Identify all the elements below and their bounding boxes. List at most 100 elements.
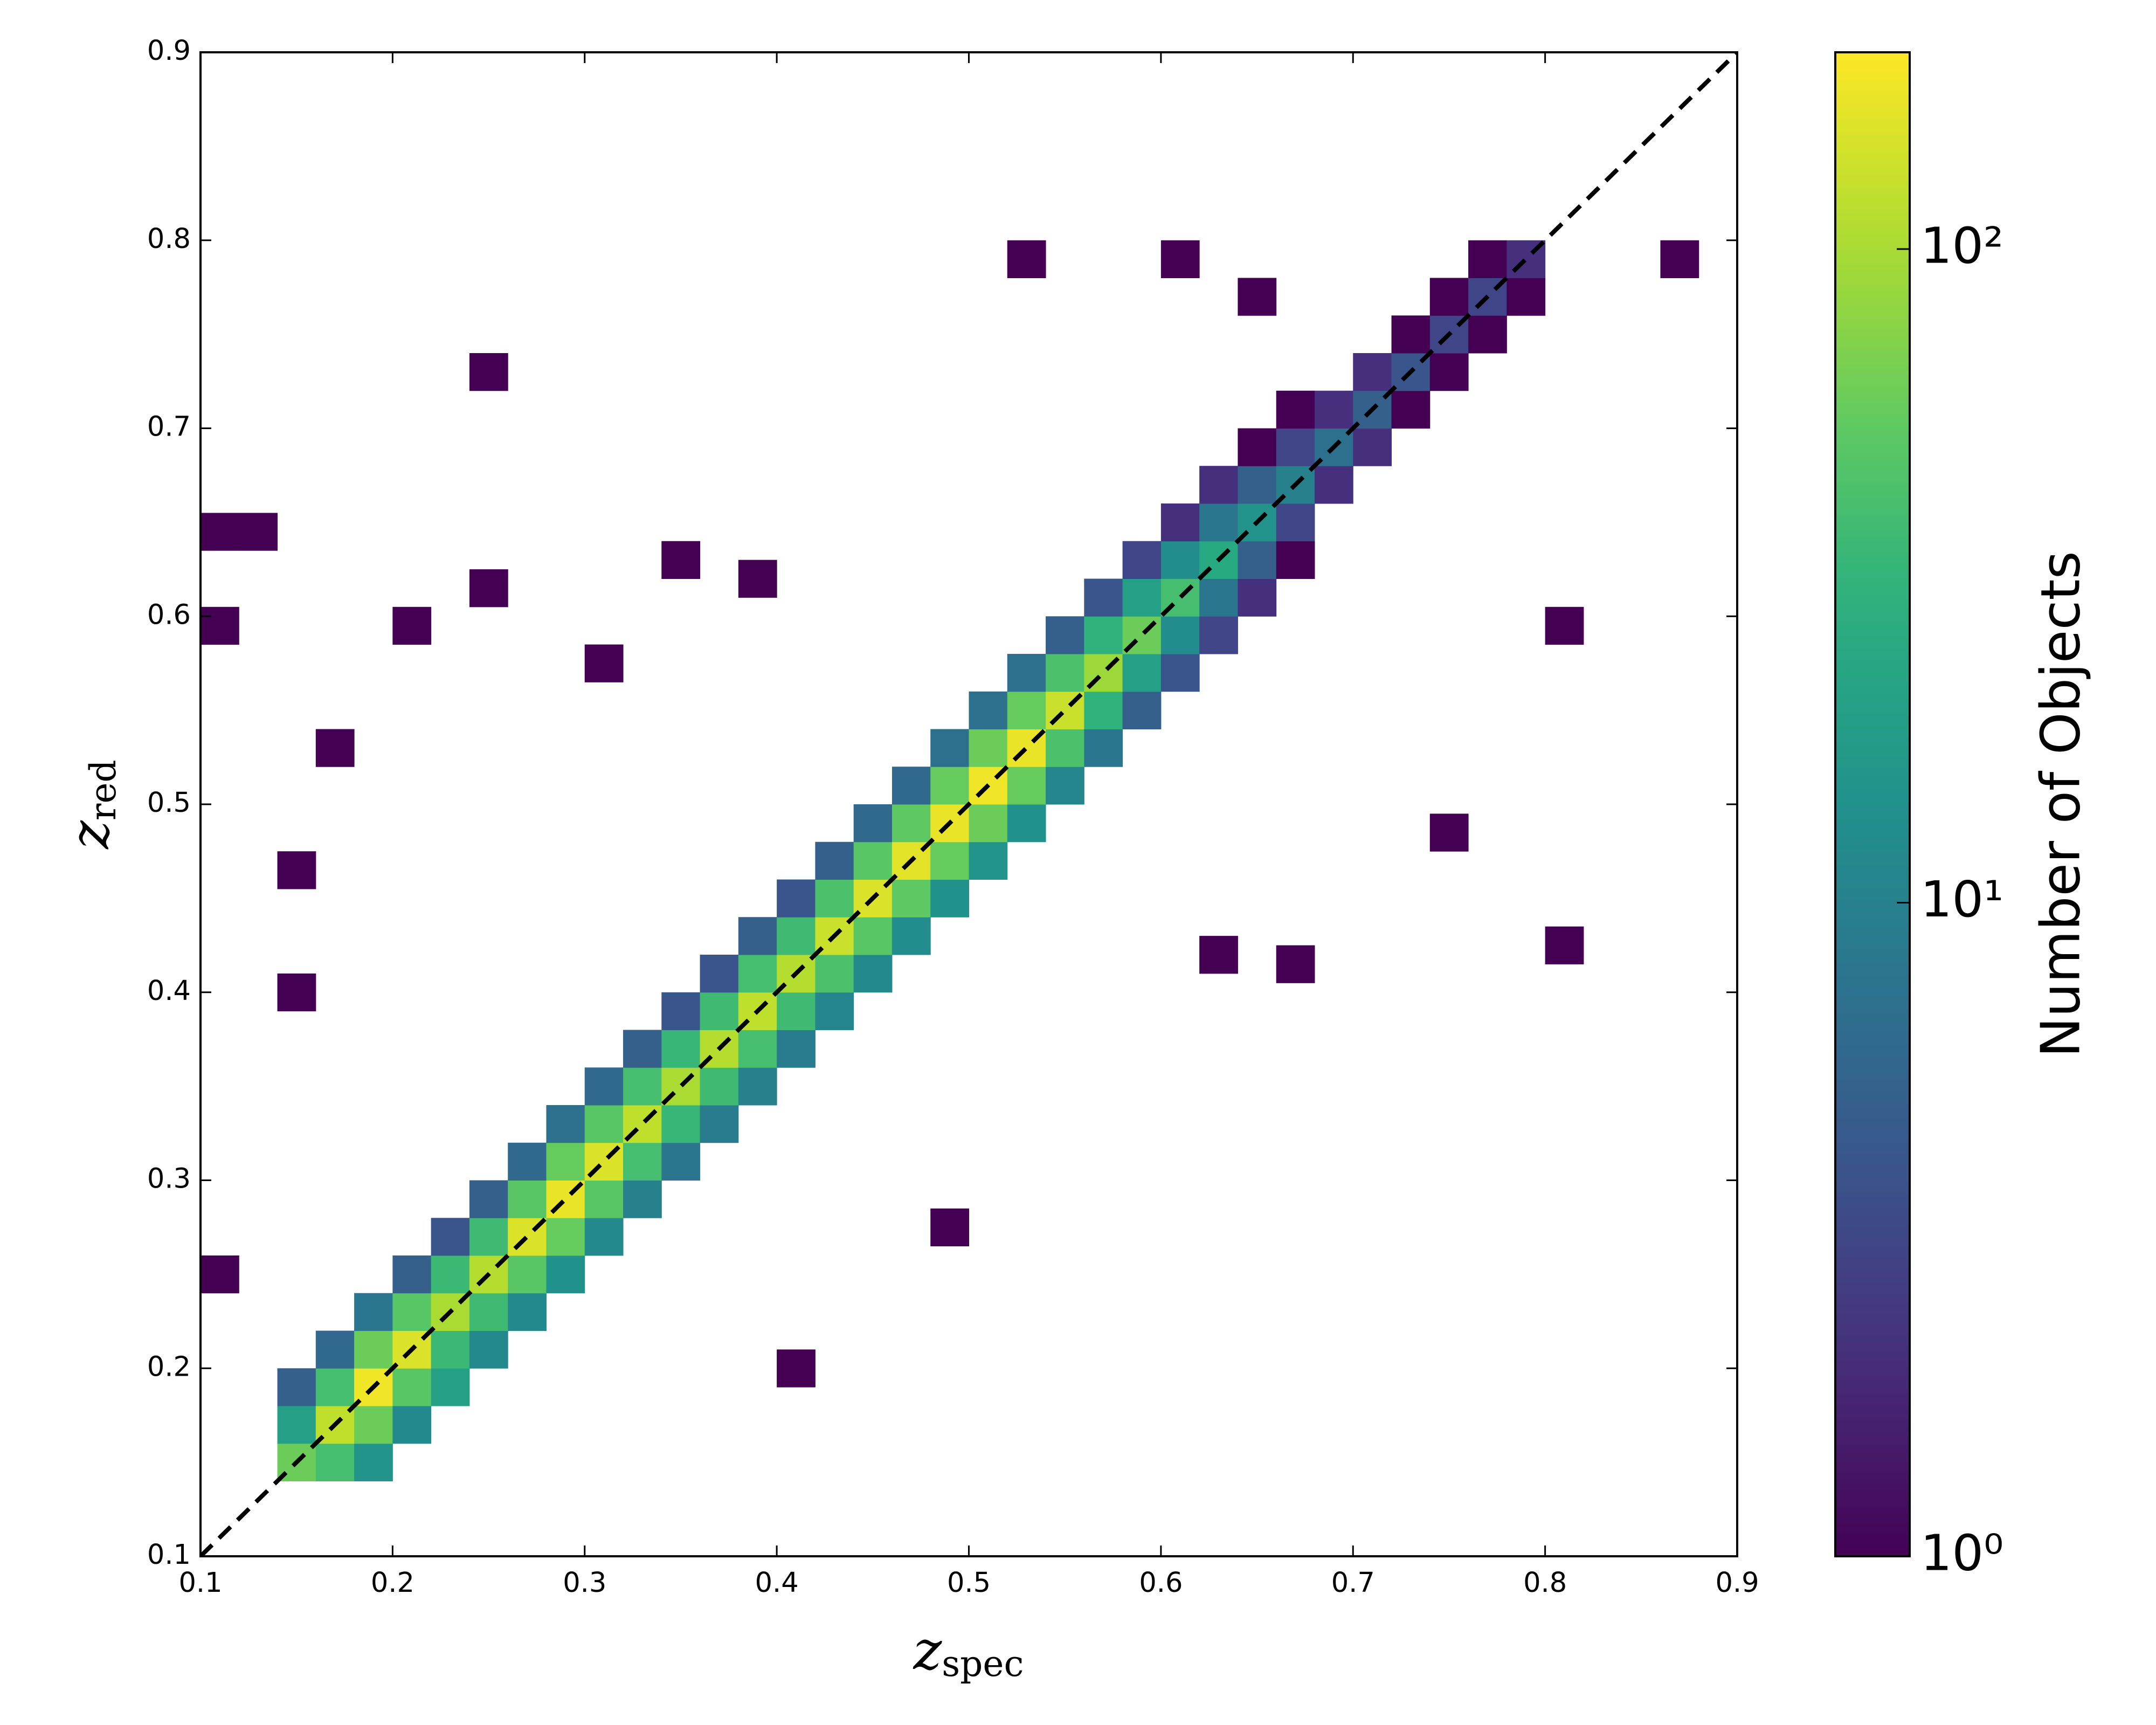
hist-cell bbox=[892, 917, 931, 955]
hist-cell bbox=[546, 1255, 585, 1294]
hist-cell bbox=[930, 729, 969, 767]
x-tick-label: 0.7 bbox=[1331, 1567, 1375, 1599]
hist-cell bbox=[1160, 541, 1200, 579]
hist-cell bbox=[1391, 390, 1431, 429]
hist-cell bbox=[315, 729, 355, 767]
hist-cell bbox=[1353, 428, 1392, 466]
hist-cell bbox=[508, 1255, 547, 1294]
hist-cell bbox=[1160, 654, 1200, 692]
y-label-main: z bbox=[58, 820, 121, 850]
hist-cell bbox=[1160, 503, 1200, 542]
hist-cell bbox=[315, 1443, 355, 1481]
hist-cell bbox=[508, 1180, 547, 1218]
y-tick-label: 0.3 bbox=[147, 1163, 191, 1195]
hist-cell bbox=[738, 917, 777, 955]
hist-cell bbox=[354, 1443, 393, 1481]
hist-cell bbox=[661, 992, 701, 1030]
hist-cell bbox=[700, 1067, 739, 1106]
hist-cell bbox=[1122, 578, 1162, 617]
hist-cell bbox=[623, 1030, 662, 1068]
hist-cell bbox=[1007, 691, 1046, 729]
hist-cell bbox=[1084, 578, 1123, 617]
hist-cell bbox=[469, 1218, 508, 1256]
hist-cell bbox=[431, 1218, 470, 1256]
hist-cell bbox=[853, 841, 893, 880]
colorbar-tick-label: 10² bbox=[1920, 217, 2003, 274]
hist-cell bbox=[201, 1255, 239, 1294]
hist-cell bbox=[969, 729, 1008, 767]
hist-cell bbox=[853, 917, 893, 955]
hist-cell bbox=[969, 804, 1008, 843]
hist-cell bbox=[930, 1208, 969, 1247]
x-tick-label: 0.8 bbox=[1523, 1567, 1567, 1599]
y-tick-label: 0.2 bbox=[147, 1351, 191, 1383]
hist-cell bbox=[1545, 606, 1584, 645]
hist-cell bbox=[815, 841, 854, 880]
hist-cell bbox=[1314, 390, 1353, 429]
identity-line bbox=[201, 52, 1737, 1556]
hist-cell bbox=[392, 1293, 432, 1331]
hist-cell bbox=[277, 1406, 316, 1444]
colorbar-label: Number of Objects bbox=[2029, 551, 2092, 1057]
hist-cell bbox=[392, 1255, 432, 1294]
hist-cell bbox=[584, 1067, 624, 1106]
hist-cell bbox=[1238, 278, 1277, 316]
hist-cell bbox=[1007, 804, 1046, 843]
x-label-main: z bbox=[913, 1619, 943, 1682]
x-label-sub: spec bbox=[942, 1643, 1024, 1685]
hist-cell bbox=[277, 1368, 316, 1406]
hist-cell bbox=[1007, 654, 1046, 692]
hist-cell bbox=[1276, 390, 1315, 429]
hist-cell bbox=[354, 1406, 393, 1444]
hist-cell bbox=[892, 767, 931, 805]
hist-cell bbox=[738, 955, 777, 993]
hist-cell bbox=[1353, 353, 1392, 391]
x-tick-label: 0.2 bbox=[371, 1567, 414, 1599]
hist-cell bbox=[315, 1330, 355, 1369]
x-tick-label: 0.1 bbox=[178, 1567, 222, 1599]
hist-cell bbox=[969, 691, 1008, 729]
hist-cell bbox=[277, 851, 316, 889]
hist-cell bbox=[431, 1255, 470, 1294]
hist-cell bbox=[1238, 466, 1277, 504]
y-tick-label: 0.4 bbox=[147, 975, 191, 1007]
x-tick-label: 0.3 bbox=[563, 1567, 606, 1599]
hist-cell bbox=[777, 992, 816, 1030]
hist-cell bbox=[700, 955, 739, 993]
hist-cell bbox=[392, 606, 432, 645]
hist-cell bbox=[584, 1180, 624, 1218]
x-tick-label: 0.5 bbox=[947, 1567, 991, 1599]
hist-cell bbox=[1468, 315, 1507, 354]
hist-cell bbox=[1276, 945, 1315, 983]
x-axis-label: zspec bbox=[913, 1619, 1024, 1685]
hist-cell bbox=[1160, 240, 1200, 278]
hist-cell bbox=[508, 1293, 547, 1331]
hist-cell bbox=[661, 1142, 701, 1181]
hist-cell bbox=[392, 1406, 432, 1444]
hist-cell bbox=[930, 841, 969, 880]
hist-cell bbox=[1122, 691, 1162, 729]
hist-cell bbox=[469, 1180, 508, 1218]
hist-cell bbox=[1238, 428, 1277, 466]
x-tick-label: 0.9 bbox=[1715, 1567, 1759, 1599]
hist-cell bbox=[738, 1030, 777, 1068]
hist-cell bbox=[1429, 278, 1469, 316]
hist-cell bbox=[1276, 541, 1315, 579]
hist-cell bbox=[1238, 578, 1277, 617]
hist-cell bbox=[738, 1067, 777, 1106]
hist-cell bbox=[1199, 466, 1238, 504]
hist-cell bbox=[623, 1180, 662, 1218]
y-tick-label: 0.8 bbox=[147, 223, 191, 255]
colorbar-tick-label: 10¹ bbox=[1920, 871, 2003, 928]
hist-cell bbox=[777, 1349, 816, 1388]
y-tick-label: 0.6 bbox=[147, 599, 191, 631]
hist-cell bbox=[1276, 503, 1315, 542]
hist-cell bbox=[777, 879, 816, 917]
hist-cell bbox=[1084, 729, 1123, 767]
hist-cell bbox=[469, 569, 508, 608]
hist-cell bbox=[584, 1105, 624, 1143]
hist-cell bbox=[1084, 616, 1123, 654]
hist-cell bbox=[469, 1293, 508, 1331]
hist-cell bbox=[1660, 240, 1699, 278]
